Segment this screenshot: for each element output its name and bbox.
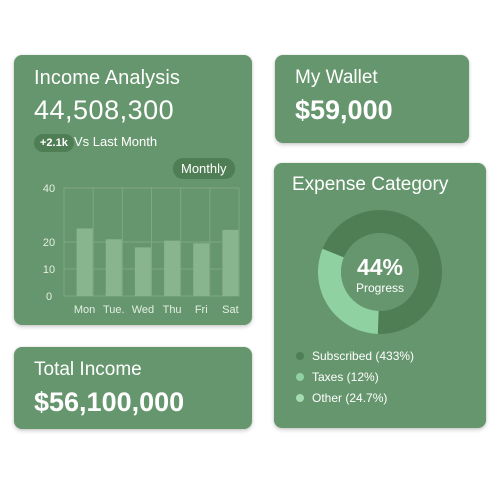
y-tick-label: 10 <box>43 264 55 276</box>
bar-mon <box>76 228 93 296</box>
x-tick-label: Sat <box>222 304 239 316</box>
income-analysis-card: 0 10 20 40 Mon Tue. Wed Thu Fri Sat Income Analys… <box>14 55 252 325</box>
bar-wed <box>134 247 151 296</box>
income-analysis-title: Income Analysis <box>34 67 181 89</box>
x-tick-label: Tue. <box>103 304 125 316</box>
expense-legend: Subscribed (433%) Taxes (12%) Other (24.… <box>296 345 414 408</box>
expense-category-title: Expense Category <box>292 174 449 195</box>
x-tick-label: Mon <box>74 304 95 316</box>
y-tick-label: 20 <box>43 237 55 249</box>
donut-percent: 44% <box>356 254 404 280</box>
x-tick-label: Wed <box>132 304 154 316</box>
x-tick-label: Fri <box>195 304 208 316</box>
x-tick-label: Thu <box>163 304 182 316</box>
total-income-title: Total Income <box>34 359 142 380</box>
dot-light-icon <box>296 393 304 402</box>
total-income-card: Total Income $56,100,000 <box>14 347 252 429</box>
bar-thu <box>164 240 181 296</box>
expense-category-card: Expense Category 44% Progress Subscribed… <box>274 163 486 428</box>
legend-item: Taxes (12%) <box>296 366 414 387</box>
bar-fri <box>193 243 210 296</box>
legend-label: Taxes (12%) <box>312 369 379 384</box>
period-selector[interactable]: Monthly <box>173 158 235 179</box>
legend-label: Other (24.7%) <box>312 390 388 405</box>
bar-tue <box>105 239 122 296</box>
legend-item: Other (24.7%) <box>296 387 414 408</box>
total-income-value: $56,100,000 <box>34 387 185 417</box>
delta-badge: +2.1k <box>34 134 74 152</box>
wallet-value: $59,000 <box>295 95 393 125</box>
y-tick-label: 0 <box>46 291 52 303</box>
dot-dark-icon <box>296 351 304 360</box>
donut-slice-progress <box>318 248 379 334</box>
donut-percent-label: Progress <box>355 281 405 295</box>
legend-label: Subscribed (433%) <box>312 348 415 363</box>
wallet-title: My Wallet <box>295 67 378 88</box>
wallet-card: My Wallet $59,000 <box>275 55 469 143</box>
dot-mid-icon <box>296 372 304 381</box>
expense-donut-chart <box>318 210 442 334</box>
bar-sat <box>222 229 239 296</box>
income-bar-chart: 0 10 20 40 Mon Tue. Wed Thu Fri Sat <box>43 183 240 316</box>
income-analysis-value: 44,508,300 <box>34 95 175 125</box>
delta-label: Vs Last Month <box>74 134 158 149</box>
legend-item: Subscribed (433%) <box>296 345 414 366</box>
y-tick-label: 40 <box>43 183 55 195</box>
